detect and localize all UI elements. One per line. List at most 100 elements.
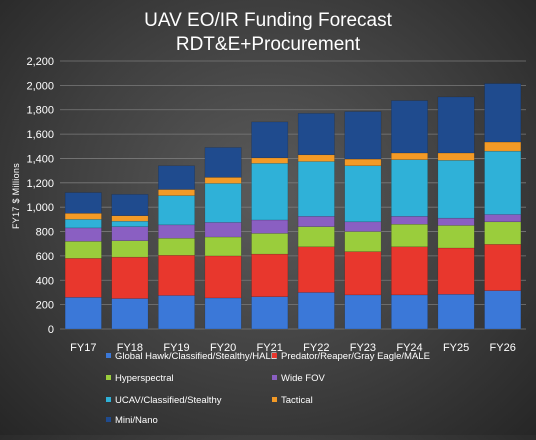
bar-segment [251, 296, 289, 330]
bar-segment [344, 158, 382, 167]
bar-segment [64, 297, 102, 330]
bar-segment [344, 165, 382, 223]
bar-segment [391, 159, 428, 217]
x-tick-label: FY22 [303, 342, 329, 354]
bar-segment [251, 219, 289, 234]
y-tick-label: 1,800 [26, 105, 54, 117]
bar-segment [204, 177, 242, 184]
x-tick-label: FY20 [210, 342, 236, 354]
y-tick-label: 400 [36, 275, 54, 287]
bar-segment [437, 217, 475, 226]
bar-segment [158, 295, 195, 330]
legend: Global Hawk/Classified/Stealthy/HALE Pred… [106, 351, 430, 426]
bar-segment [111, 256, 149, 299]
bar-segment [158, 165, 195, 190]
chart-subtitle: RDT&E+Procurement [176, 34, 361, 55]
x-tick-label: FY18 [117, 342, 143, 354]
bars [64, 83, 522, 330]
y-tick-label: 0 [48, 324, 54, 336]
x-tick-label: FY23 [350, 342, 376, 354]
bar-segment [297, 246, 335, 293]
bar-segment [204, 147, 242, 178]
bar-segment [437, 96, 475, 154]
legend-label: Tactical [281, 395, 313, 406]
y-tick-label: 800 [36, 227, 54, 239]
bar-segment [391, 100, 428, 154]
legend-swatch [272, 397, 277, 402]
x-tick-labels: FY17 FY18 FY19 FY20 FY21 FY22 FY23 FY24 FY25 FY26 [70, 342, 516, 354]
bar-segment [158, 195, 195, 226]
bar-segment [484, 214, 522, 223]
legend-label: Wide FOV [281, 373, 325, 384]
chart-title: UAV EO/IR Funding Forecast [144, 10, 393, 31]
bar-segment [484, 290, 522, 330]
legend-swatch [106, 375, 111, 380]
bar-segment [64, 213, 102, 220]
y-tick-labels: 0 200 400 600 800 1,000 1,200 1,400 1,600 1,800 2,… [26, 56, 54, 336]
x-tick-label: FY25 [443, 342, 469, 354]
bar-segment [391, 152, 428, 160]
bar-segment [297, 226, 335, 248]
bar-segment [391, 294, 428, 330]
legend-label: UCAV/Classified/Stealthy [115, 395, 222, 406]
bar-segment [158, 189, 195, 196]
bar-segment [251, 163, 289, 221]
bar-segment [204, 236, 242, 257]
bar-segment [111, 215, 149, 222]
y-tick-label: 1,200 [26, 178, 54, 190]
bar-segment [64, 192, 102, 214]
bar-segment [111, 194, 149, 216]
bar-segment [204, 297, 242, 330]
legend-swatch [106, 353, 111, 358]
bar-segment [344, 111, 382, 160]
y-tick-label: 1,400 [26, 153, 54, 165]
bar-segment [204, 183, 242, 223]
bar-segment [251, 233, 289, 255]
bar-segment [391, 216, 428, 225]
bar-segment [251, 157, 289, 164]
bar-segment [111, 298, 149, 330]
bar-segment [297, 113, 335, 156]
bar-segment [111, 240, 149, 258]
bar-segment [158, 255, 195, 296]
bar-segment [344, 251, 382, 296]
bar-segment [484, 141, 522, 152]
bar-segment [484, 150, 522, 215]
bar-segment [158, 237, 195, 256]
bar-segment [484, 244, 522, 291]
legend-label: Global Hawk/Classified/Stealthy/HALE [115, 351, 277, 362]
bar-segment [204, 222, 242, 238]
bar-segment [484, 83, 522, 143]
legend-swatch [106, 417, 111, 422]
bar-segment [391, 246, 428, 296]
x-tick-label: FY24 [396, 342, 422, 354]
bar-segment [64, 241, 102, 259]
bar-segment [251, 253, 289, 297]
bar-segment [297, 292, 335, 330]
y-tick-label: 2,200 [26, 56, 54, 68]
bar-segment [64, 227, 102, 242]
bar-segment [64, 258, 102, 298]
bar-segment [64, 219, 102, 229]
y-tick-label: 600 [36, 251, 54, 263]
bar-segment [437, 160, 475, 219]
bar-segment [437, 294, 475, 330]
y-tick-label: 1,600 [26, 129, 54, 141]
x-tick-label: FY17 [70, 342, 96, 354]
legend-swatch [106, 397, 111, 402]
bar-segment [297, 216, 335, 227]
bar-segment [437, 225, 475, 249]
legend-label: Mini/Nano [115, 415, 158, 426]
bar-segment [437, 247, 475, 295]
y-axis-label: FY17 $ Millions [11, 163, 21, 229]
bar-segment [111, 226, 149, 241]
legend-swatch [272, 353, 277, 358]
bar-segment [251, 121, 289, 159]
legend-swatch [272, 375, 277, 380]
bar-segment [111, 220, 149, 227]
legend-label: Hyperspectral [115, 373, 174, 384]
bar-segment [391, 223, 428, 248]
x-tick-label: FY21 [257, 342, 283, 354]
bar-segment [484, 221, 522, 245]
